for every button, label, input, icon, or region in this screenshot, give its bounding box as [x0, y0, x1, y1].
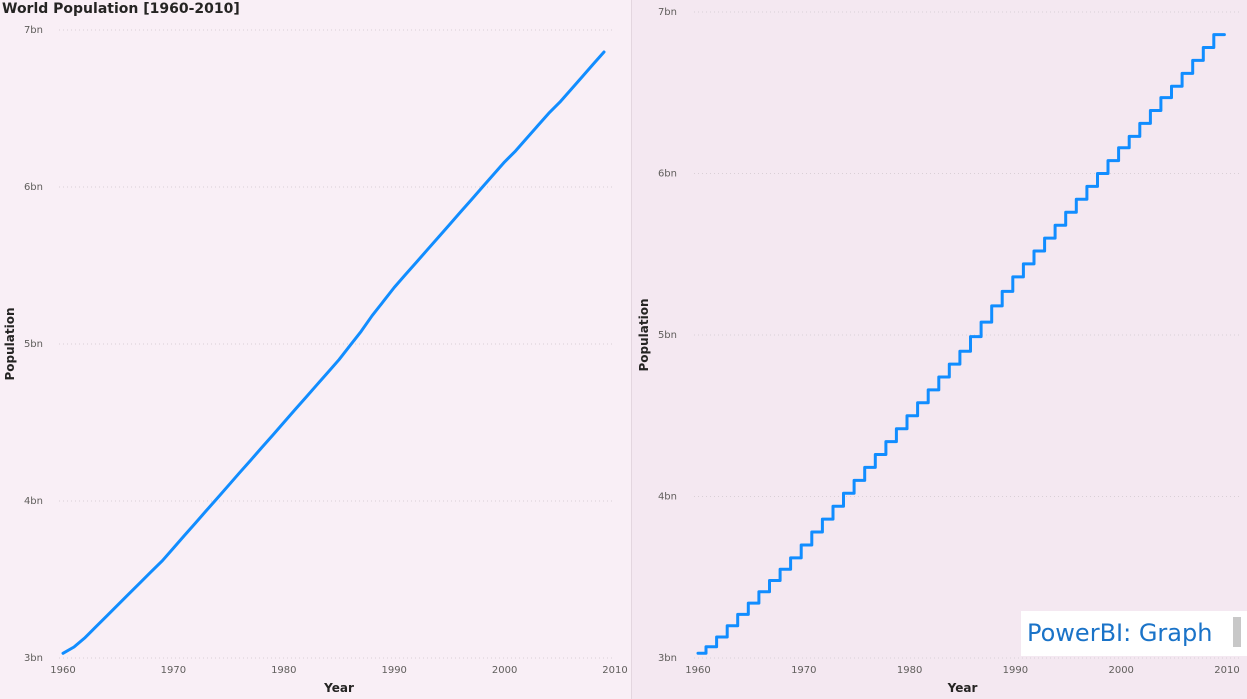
x-tick-label: 1960 — [50, 665, 75, 676]
x-tick-label: 1970 — [791, 665, 816, 676]
x-tick-label: 2000 — [1108, 665, 1133, 676]
x-tick-label: 2010 — [1214, 665, 1239, 676]
y-axis-title: Population — [3, 307, 17, 380]
right-chart-panel: 3bn 4bn 5bn 6bn 7bn 1960 1970 1980 1990 2000 2010 Y… — [632, 0, 1247, 699]
population-step-chart: 3bn 4bn 5bn 6bn 7bn 1960 1970 1980 1990 2000 2010 Y… — [637, 7, 1241, 695]
panel-divider — [631, 0, 632, 699]
y-tick-label: 4bn — [24, 496, 43, 507]
x-tick-label: 1970 — [161, 665, 186, 676]
y-tick-label: 4bn — [658, 492, 677, 503]
x-axis-title: Year — [323, 681, 354, 695]
population-series-line — [696, 33, 1226, 655]
y-tick-label: 7bn — [658, 7, 677, 18]
scrollbar-handle — [1233, 617, 1241, 647]
population-line-chart: 3bn 4bn 5bn 6bn 7bn 1960 1970 1980 1990 2000 2010 Y… — [3, 25, 628, 695]
left-chart-panel: World Population [1960-2010] 3bn 4bn 5bn 6b… — [0, 0, 631, 699]
x-tick-label: 1990 — [1003, 665, 1028, 676]
chart-title: World Population [1960-2010] — [2, 1, 240, 17]
x-tick-label: 1980 — [271, 665, 296, 676]
population-series-line — [61, 50, 606, 655]
y-tick-label: 5bn — [658, 330, 677, 341]
x-axis-title: Year — [947, 681, 978, 695]
x-tick-label: 2000 — [492, 665, 517, 676]
x-tick-label: 2010 — [602, 665, 627, 676]
y-tick-label: 5bn — [24, 339, 43, 350]
y-tick-label: 7bn — [24, 25, 43, 36]
x-tick-label: 1990 — [381, 665, 406, 676]
watermark-text: PowerBI: Graph — [1027, 619, 1213, 647]
y-axis-title: Population — [637, 298, 651, 371]
y-tick-label: 3bn — [658, 653, 677, 664]
y-tick-label: 3bn — [24, 653, 43, 664]
y-tick-label: 6bn — [658, 169, 677, 180]
y-tick-label: 6bn — [24, 182, 43, 193]
watermark-label: PowerBI: Graph — [1021, 611, 1247, 656]
x-tick-label: 1960 — [685, 665, 710, 676]
x-tick-label: 1980 — [897, 665, 922, 676]
